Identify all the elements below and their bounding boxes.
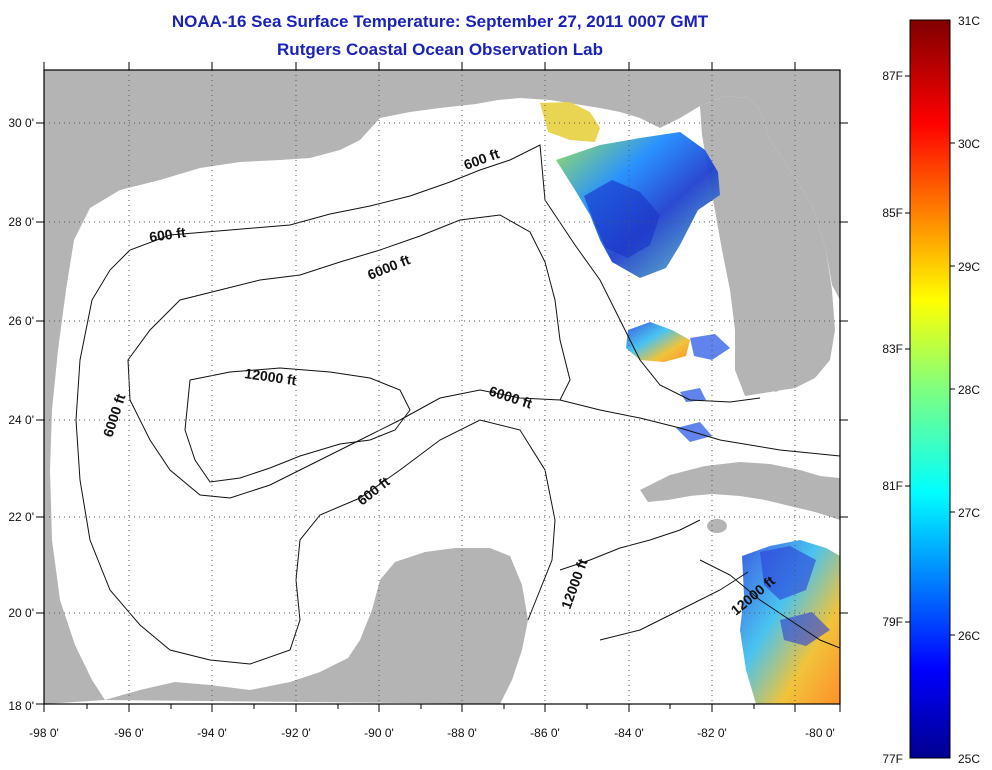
map-subtitle: Rutgers Coastal Ocean Observation Lab bbox=[277, 40, 603, 59]
contour-600ft-yucatan bbox=[249, 419, 556, 665]
contour-6000ft-caribbean bbox=[559, 399, 840, 457]
sst-swath-caribbean-cool bbox=[760, 546, 830, 646]
map-frame bbox=[43, 69, 841, 705]
land-florida bbox=[700, 96, 835, 396]
lon-tick-label: -94 0' bbox=[197, 726, 227, 740]
colorbar-label-celsius: 31C bbox=[958, 14, 980, 28]
colorbar-label-celsius: 27C bbox=[958, 506, 980, 520]
lat-tick-label: 30 0' bbox=[8, 116, 34, 130]
lon-tick-label: -86 0' bbox=[530, 726, 560, 740]
land-us-gulf-coast bbox=[44, 70, 840, 704]
colorbar-label-fahrenheit: 83F bbox=[882, 342, 903, 356]
lon-tick-label: -92 0' bbox=[281, 726, 311, 740]
colorbar-label-celsius: 26C bbox=[958, 629, 980, 643]
colorbar-label-celsius: 28C bbox=[958, 383, 980, 397]
bathymetry-contours bbox=[75, 144, 840, 665]
contour-600ft-west bbox=[75, 299, 251, 665]
lat-tick-label: 22 0' bbox=[8, 510, 34, 524]
contour-12000ft-abyssal bbox=[184, 367, 411, 483]
colorbar-label-celsius: 25C bbox=[958, 752, 980, 766]
colorbar-label-fahrenheit: 85F bbox=[882, 206, 903, 220]
land-isla-juventud bbox=[707, 519, 727, 533]
colorbar-label-celsius: 30C bbox=[958, 137, 980, 151]
lon-tick-label: -96 0' bbox=[114, 726, 144, 740]
sst-swath-west-florida-cool bbox=[584, 180, 660, 258]
lon-tick-label: -84 0' bbox=[614, 726, 644, 740]
lon-tick-label: -82 0' bbox=[697, 726, 727, 740]
map-title: NOAA-16 Sea Surface Temperature: Septemb… bbox=[171, 12, 709, 31]
lon-tick-label: -80 0' bbox=[805, 726, 835, 740]
graticule bbox=[44, 70, 840, 704]
colorbar-ticks bbox=[905, 75, 955, 636]
sst-patch-keys-cool bbox=[676, 334, 730, 442]
lon-tick-label: -88 0' bbox=[447, 726, 477, 740]
frame-ticks bbox=[36, 62, 848, 712]
contour-600ft-shelf bbox=[91, 144, 761, 403]
colorbar bbox=[909, 19, 951, 759]
colorbar-label-celsius: 29C bbox=[958, 260, 980, 274]
lon-tick-label: -98 0' bbox=[29, 726, 59, 740]
lat-tick-label: 28 0' bbox=[8, 215, 34, 229]
contour-label-12000ft: 12000 ft bbox=[244, 365, 298, 388]
colorbar-label-fahrenheit: 81F bbox=[882, 479, 903, 493]
contour-label-600ft: 600 ft bbox=[148, 224, 187, 245]
lat-tick-label: 26 0' bbox=[8, 314, 34, 328]
colorbar-label-fahrenheit: 79F bbox=[882, 615, 903, 629]
land-yucatan bbox=[105, 548, 528, 704]
land-cuba bbox=[640, 462, 840, 520]
lat-tick-label: 18 0' bbox=[8, 699, 34, 713]
sst-patch-keys bbox=[626, 322, 690, 362]
colorbar-label-fahrenheit: 77F bbox=[882, 752, 903, 766]
lat-tick-label: 24 0' bbox=[8, 413, 34, 427]
sst-swath-north-florida bbox=[540, 102, 600, 142]
colorbar-label-fahrenheit: 87F bbox=[882, 69, 903, 83]
contour-12000ft-caribbean bbox=[559, 519, 749, 641]
contour-12000ft-cayman bbox=[699, 559, 840, 649]
lat-tick-label: 20 0' bbox=[8, 606, 34, 620]
lon-tick-label: -90 0' bbox=[364, 726, 394, 740]
